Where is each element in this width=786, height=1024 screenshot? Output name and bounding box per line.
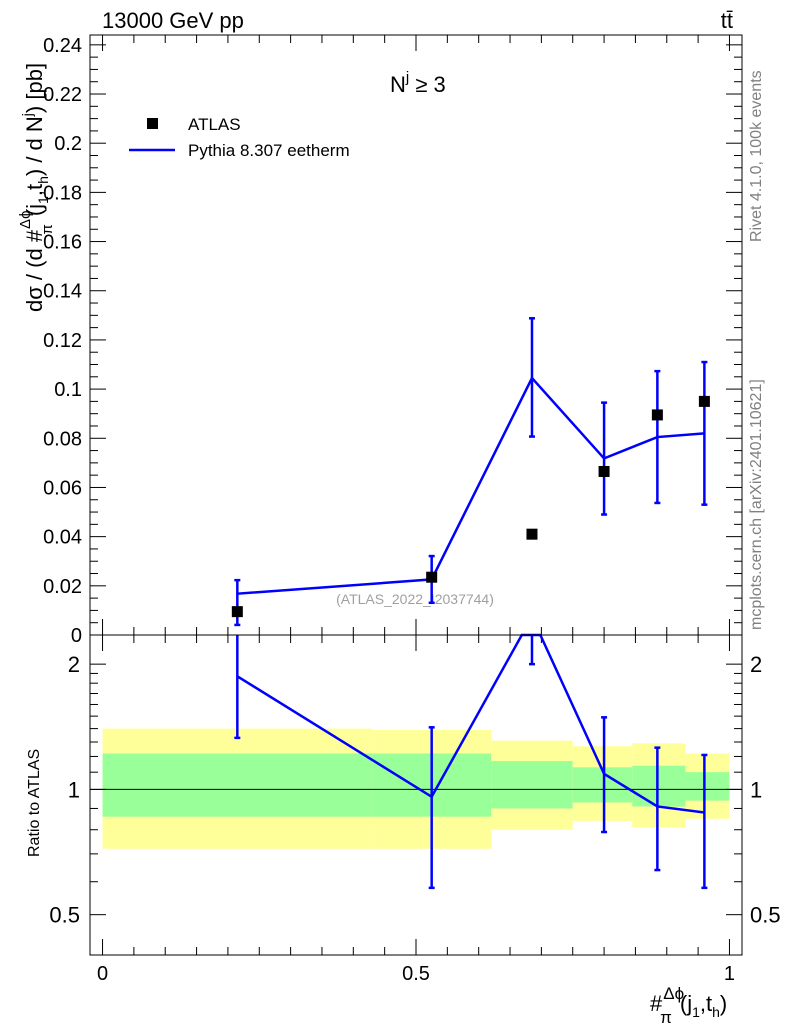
mc-error-bars (234, 317, 708, 627)
ratio-band-inner (102, 753, 373, 817)
panel-title-sup: j (405, 69, 409, 86)
ylabel-sup-j: j (19, 113, 35, 117)
ylabel-part-d: ) / d N (22, 116, 47, 176)
ratio-y-tick-label-right: 1 (750, 777, 762, 802)
collision-energy-label: 13000 GeV pp (102, 8, 244, 33)
ratio-uncertainty-bands (102, 728, 730, 849)
main-x-ticks (102, 35, 730, 635)
main-y-axis-label: dσ / (d #Δϕπ (j1,th) / d Nj) [pb] (17, 63, 56, 312)
atlas-data-point (426, 571, 438, 583)
main-y-tick-label: 0.22 (43, 84, 82, 106)
x-tick-label: 0.5 (402, 963, 430, 985)
xlabel-sub-1: 1 (692, 1004, 700, 1020)
ratio-y-tick-label-left: 0.5 (49, 903, 80, 928)
xlabel-part-d: ) (720, 991, 727, 1016)
ratio-axis-ticks: 0 0.5 1 0.5 0.5 1 1 2 2 (49, 635, 781, 985)
xlabel-frac-den: π (660, 1008, 672, 1024)
ratio-y-tick-label-right: 2 (750, 652, 762, 677)
main-y-tick-label: 0.16 (43, 232, 82, 254)
ratio-band-inner (491, 761, 573, 809)
ylabel-sub-1: 1 (35, 196, 51, 204)
analysis-watermark: (ATLAS_2022_I2037744) (336, 591, 494, 607)
legend-atlas-marker (147, 118, 158, 129)
ylabel-frac-den: π (39, 224, 56, 234)
atlas-data-point (598, 465, 610, 477)
main-y-tick-label: 0.08 (43, 428, 82, 450)
panel-title-main: N (390, 72, 406, 97)
x-axis-label: #Δϕ π (j1,th) (650, 984, 727, 1024)
x-tick-label: 1 (724, 963, 735, 985)
main-y-tick-label: 0.18 (43, 182, 82, 204)
mcplots-reference-label: mcplots.cern.ch [arXiv:2401.10621] (748, 379, 765, 630)
main-y-tick-label: 0.24 (43, 35, 82, 57)
ratio-band-inner (632, 765, 686, 807)
ylabel-frac-num: Δϕ (17, 211, 34, 229)
ylabel-part-a: dσ / (d # (22, 229, 47, 312)
legend-atlas-label: ATLAS (188, 115, 241, 134)
rivet-version-label: Rivet 4.1.0, 100k events (748, 70, 765, 242)
ratio-band-inner (685, 772, 730, 801)
atlas-data-point (231, 606, 243, 618)
xlabel-sub-2: h (712, 1004, 720, 1020)
main-y-ticks: 0 0.02 0.04 0.06 0.08 0.1 0.12 0.14 0.16 0.18 0.2 0… (43, 35, 742, 647)
panel-title-rest: ≥ 3 (409, 72, 446, 97)
xlabel-part-c: ,t (700, 991, 712, 1016)
main-y-tick-label: 0.1 (54, 379, 82, 401)
ratio-plot-panel: 0 0.5 1 0.5 0.5 1 1 2 2 (49, 633, 781, 985)
main-y-tick-label: 0.02 (43, 576, 82, 598)
main-y-tick-label: 0.12 (43, 330, 82, 352)
ylabel-part-c: ,t (22, 184, 47, 196)
xlabel-frac-num: Δϕ (663, 984, 684, 1003)
panel-title: Nj ≥ 3 (390, 69, 446, 97)
ratio-y-tick-label-left: 1 (68, 777, 80, 802)
ylabel-part-e: ) [pb] (22, 63, 47, 113)
xlabel-part-b: (j (680, 991, 692, 1016)
atlas-data-point (526, 528, 538, 540)
main-y-tick-label: 0.2 (54, 133, 82, 155)
main-plot-panel: 0 0.02 0.04 0.06 0.08 0.1 0.12 0.14 0.16 0.18 0.2 0… (43, 34, 743, 647)
ylabel-sub-2: h (35, 176, 51, 184)
main-y-tick-label: 0.04 (43, 527, 82, 549)
mc-series-line (237, 375, 705, 595)
xlabel-part-a: # (650, 991, 663, 1016)
main-y-tick-label: 0.14 (43, 281, 82, 303)
main-y-tick-label: 0 (71, 625, 82, 647)
main-y-tick-label: 0.06 (43, 477, 82, 499)
atlas-data-point (651, 409, 663, 421)
process-label: tt̄ (721, 8, 733, 33)
ratio-y-axis-label: Ratio to ATLAS (26, 749, 43, 857)
ylabel-part-b: (j (22, 204, 47, 216)
atlas-data-points (231, 395, 710, 618)
ratio-y-tick-label-right: 0.5 (750, 903, 781, 928)
x-tick-label: 0 (97, 963, 108, 985)
legend-pythia-label: Pythia 8.307 eetherm (188, 141, 350, 160)
ratio-plot-frame (89, 634, 743, 956)
atlas-data-point (698, 395, 710, 407)
ratio-y-tick-label-left: 2 (68, 652, 80, 677)
